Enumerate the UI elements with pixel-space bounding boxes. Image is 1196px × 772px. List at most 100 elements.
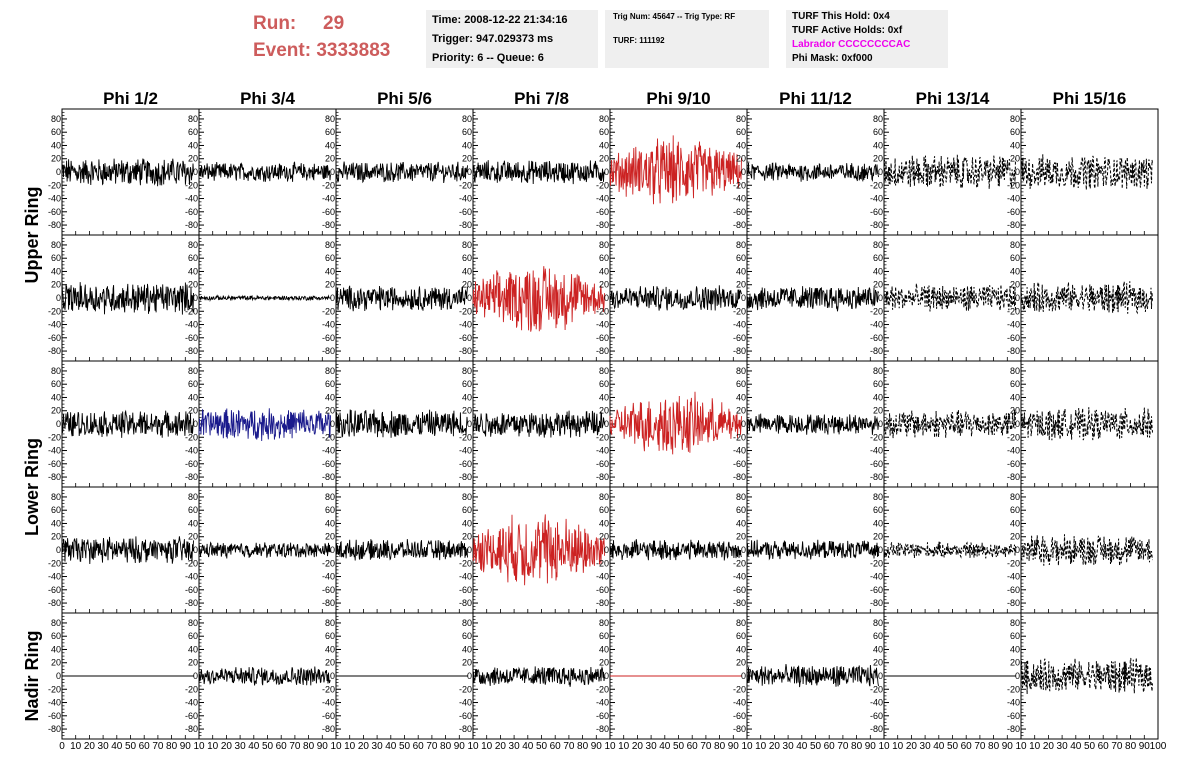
waveform-panel: -80 -60 -40 -20 0 20 40 60 80: [322, 486, 474, 614]
y-tick-label: 60: [599, 253, 609, 263]
x-tick-label: 20: [221, 741, 233, 752]
x-tick-label: 50: [399, 741, 411, 752]
y-tick-label: -40: [596, 572, 609, 582]
y-tick-label: 40: [1010, 140, 1020, 150]
y-tick-label: 20: [462, 658, 472, 668]
y-tick-label: 60: [736, 253, 746, 263]
panel-frame: [335, 360, 474, 488]
waveform-trace: [335, 409, 468, 438]
y-tick-label: -40: [459, 446, 472, 456]
y-tick-label: 0: [56, 545, 61, 555]
y-tick-label: -60: [459, 333, 472, 343]
y-tick-label: 0: [467, 671, 472, 681]
y-tick-label: 0: [878, 419, 883, 429]
y-tick-label: 60: [599, 631, 609, 641]
y-tick-label: -20: [596, 432, 609, 442]
y-tick-label: 40: [51, 392, 61, 402]
y-tick-label: 20: [1010, 154, 1020, 164]
waveform-trace: [746, 162, 879, 182]
y-tick-label: 20: [873, 658, 883, 668]
y-tick-label: 0: [878, 545, 883, 555]
y-tick-label: -40: [1007, 320, 1020, 330]
y-tick-label: 80: [599, 492, 609, 502]
y-tick-label: -80: [870, 472, 883, 482]
y-tick-label: 60: [1010, 253, 1020, 263]
y-tick-label: -60: [1007, 711, 1020, 721]
x-tick-label: 10: [878, 741, 890, 752]
y-tick-label: 20: [462, 406, 472, 416]
y-tick-label: -60: [1007, 585, 1020, 595]
waveform-trace: [609, 391, 742, 455]
y-tick-label: -60: [596, 711, 609, 721]
y-tick-label: -20: [870, 684, 883, 694]
waveform-panel: -80 -60 -40 -20 0 20 40 60 80: [870, 360, 1022, 488]
y-tick-label: -20: [322, 306, 335, 316]
x-tick-label: 50: [947, 741, 959, 752]
waveform-trace: [472, 410, 605, 438]
x-tick-label: 70: [837, 741, 849, 752]
y-tick-label: 40: [188, 140, 198, 150]
x-tick-label: 90: [1139, 741, 1151, 752]
y-tick-label: -80: [1007, 472, 1020, 482]
y-tick-label: 20: [873, 532, 883, 542]
y-tick-label: -20: [1007, 432, 1020, 442]
y-tick-label: 20: [736, 406, 746, 416]
waveform-trace: [472, 266, 605, 332]
y-tick-label: 40: [599, 644, 609, 654]
waveform-panel: -80 -60 -40 -20 0 20 40 60 80: [870, 234, 1022, 362]
y-tick-label: 0: [604, 419, 609, 429]
y-tick-label: -40: [48, 194, 61, 204]
y-tick-label: 0: [193, 167, 198, 177]
x-tick-label: 80: [166, 741, 178, 752]
y-tick-label: -80: [48, 346, 61, 356]
waveform-panel: -80 -60 -40 -20 0 20 40 60 80: [185, 234, 337, 362]
waveform-panel: -80 -60 -40 -20 0 20 40 60 80: [733, 108, 885, 236]
y-tick-label: -40: [1007, 572, 1020, 582]
y-tick-label: 40: [462, 392, 472, 402]
x-tick-label: 70: [289, 741, 301, 752]
trigger-text: Trigger: 947.029373 ms: [432, 33, 554, 45]
y-tick-label: -60: [185, 585, 198, 595]
y-tick-label: -60: [1007, 207, 1020, 217]
y-tick-label: 80: [873, 240, 883, 250]
x-tick-label: 50: [673, 741, 685, 752]
y-tick-label: -40: [322, 446, 335, 456]
y-tick-label: -60: [870, 333, 883, 343]
y-tick-label: -40: [48, 446, 61, 456]
y-tick-label: 20: [188, 154, 198, 164]
y-tick-label: -60: [870, 459, 883, 469]
waveform-trace: [1020, 280, 1153, 315]
y-tick-label: -20: [870, 306, 883, 316]
y-tick-label: 40: [51, 644, 61, 654]
y-tick-label: 80: [188, 114, 198, 124]
x-tick-label: 10: [618, 741, 630, 752]
y-tick-label: 40: [462, 266, 472, 276]
y-tick-label: 60: [462, 379, 472, 389]
y-tick-label: 80: [51, 618, 61, 628]
waveform-panel: -80 -60 -40 -20 0 20 40 60 80: [48, 360, 200, 488]
y-tick-label: -60: [1007, 459, 1020, 469]
y-tick-label: 80: [462, 492, 472, 502]
y-tick-label: -40: [733, 320, 746, 330]
y-tick-label: 0: [604, 545, 609, 555]
y-tick-label: 40: [736, 266, 746, 276]
y-tick-label: 60: [51, 127, 61, 137]
y-tick-label: 20: [736, 532, 746, 542]
y-tick-label: 80: [736, 114, 746, 124]
y-tick-label: 60: [51, 253, 61, 263]
y-tick-label: -80: [322, 220, 335, 230]
y-tick-label: -40: [459, 320, 472, 330]
y-tick-label: -80: [459, 598, 472, 608]
y-tick-label: 80: [462, 240, 472, 250]
y-tick-label: 60: [462, 127, 472, 137]
y-tick-label: 40: [462, 644, 472, 654]
y-tick-label: 40: [736, 644, 746, 654]
x-tick-label: 10: [755, 741, 767, 752]
x-tick-label: 40: [111, 741, 123, 752]
y-tick-label: 0: [56, 419, 61, 429]
x-tick-label: 90: [728, 741, 740, 752]
y-tick-label: -60: [185, 333, 198, 343]
y-tick-label: -40: [596, 698, 609, 708]
y-tick-label: 40: [462, 140, 472, 150]
x-tick-label: 20: [769, 741, 781, 752]
